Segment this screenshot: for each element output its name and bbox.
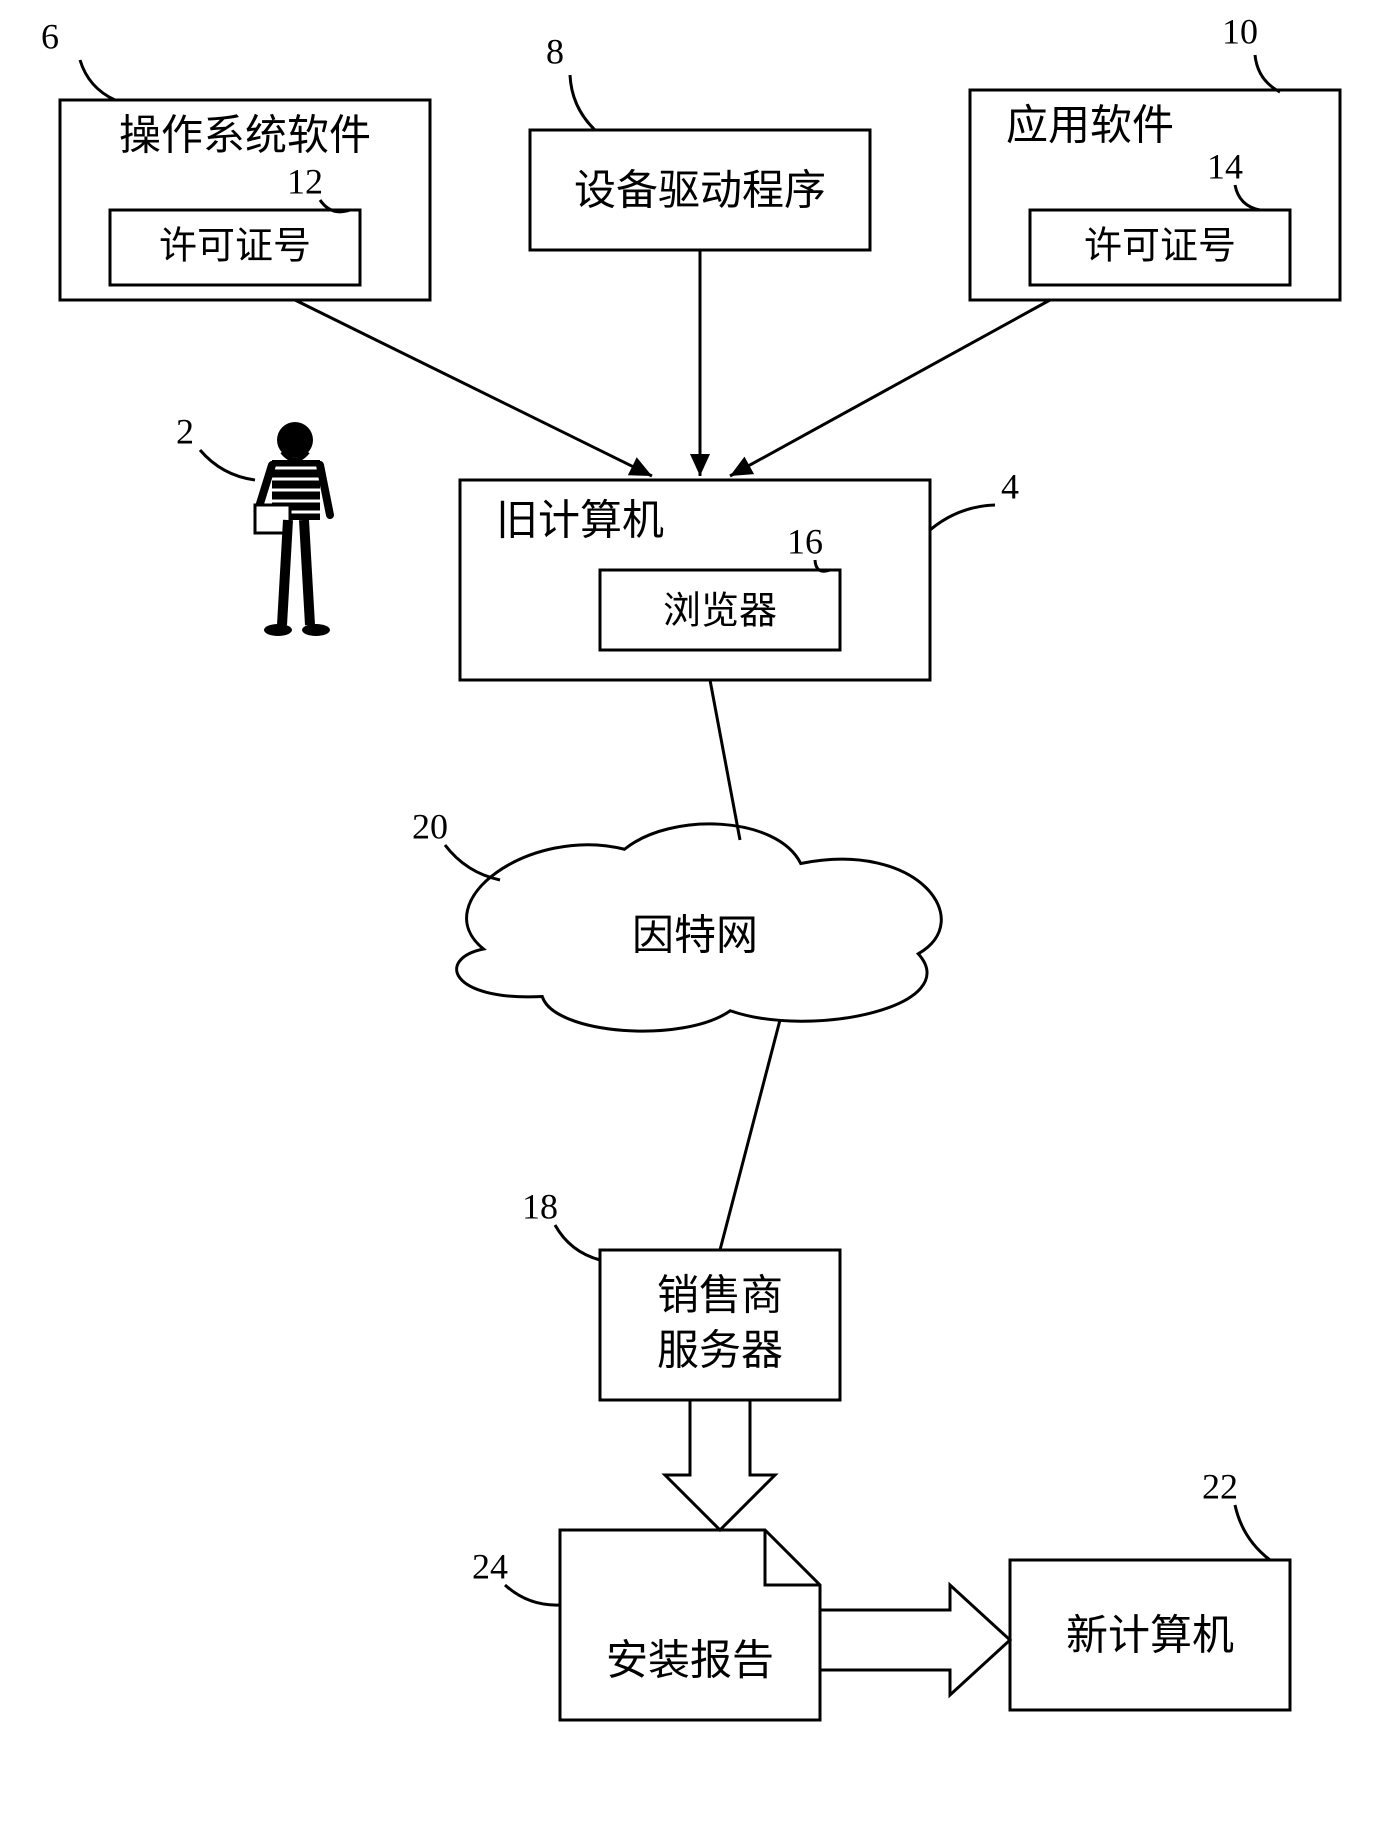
install-report-node xyxy=(560,1530,820,1720)
block-arrow-down xyxy=(665,1400,775,1530)
svg-text:22: 22 xyxy=(1202,1466,1238,1506)
vendor-server-node xyxy=(600,1250,840,1400)
vendor-server-node-label: 服务器 xyxy=(657,1329,783,1375)
internet-node-label: 因特网 xyxy=(632,914,758,960)
old-computer-node-inner-label: 浏览器 xyxy=(663,591,777,633)
install-report-node-label: 安装报告 xyxy=(606,1639,774,1685)
svg-text:18: 18 xyxy=(522,1186,558,1226)
vendor-server-node-label: 销售商 xyxy=(657,1274,783,1320)
os-software-node-label: 操作系统软件 xyxy=(119,114,371,160)
svg-text:20: 20 xyxy=(412,806,448,846)
svg-text:14: 14 xyxy=(1207,146,1243,186)
svg-text:10: 10 xyxy=(1222,11,1258,51)
person-icon xyxy=(255,422,330,636)
app-software-node-inner-label: 许可证号 xyxy=(1084,226,1236,268)
block-arrow-right xyxy=(820,1585,1010,1695)
svg-text:6: 6 xyxy=(41,16,59,56)
svg-text:24: 24 xyxy=(472,1546,508,1586)
os-software-node-inner-label: 许可证号 xyxy=(159,226,311,268)
svg-text:2: 2 xyxy=(176,411,194,451)
svg-text:12: 12 xyxy=(287,161,323,201)
svg-text:4: 4 xyxy=(1001,466,1019,506)
app-software-node-label: 应用软件 xyxy=(1006,103,1174,150)
svg-text:16: 16 xyxy=(787,521,823,561)
svg-text:8: 8 xyxy=(546,31,564,71)
new-computer-node-label: 新计算机 xyxy=(1066,1614,1234,1660)
device-driver-node-label: 设备驱动程序 xyxy=(574,169,826,215)
old-computer-node-label: 旧计算机 xyxy=(496,499,664,545)
